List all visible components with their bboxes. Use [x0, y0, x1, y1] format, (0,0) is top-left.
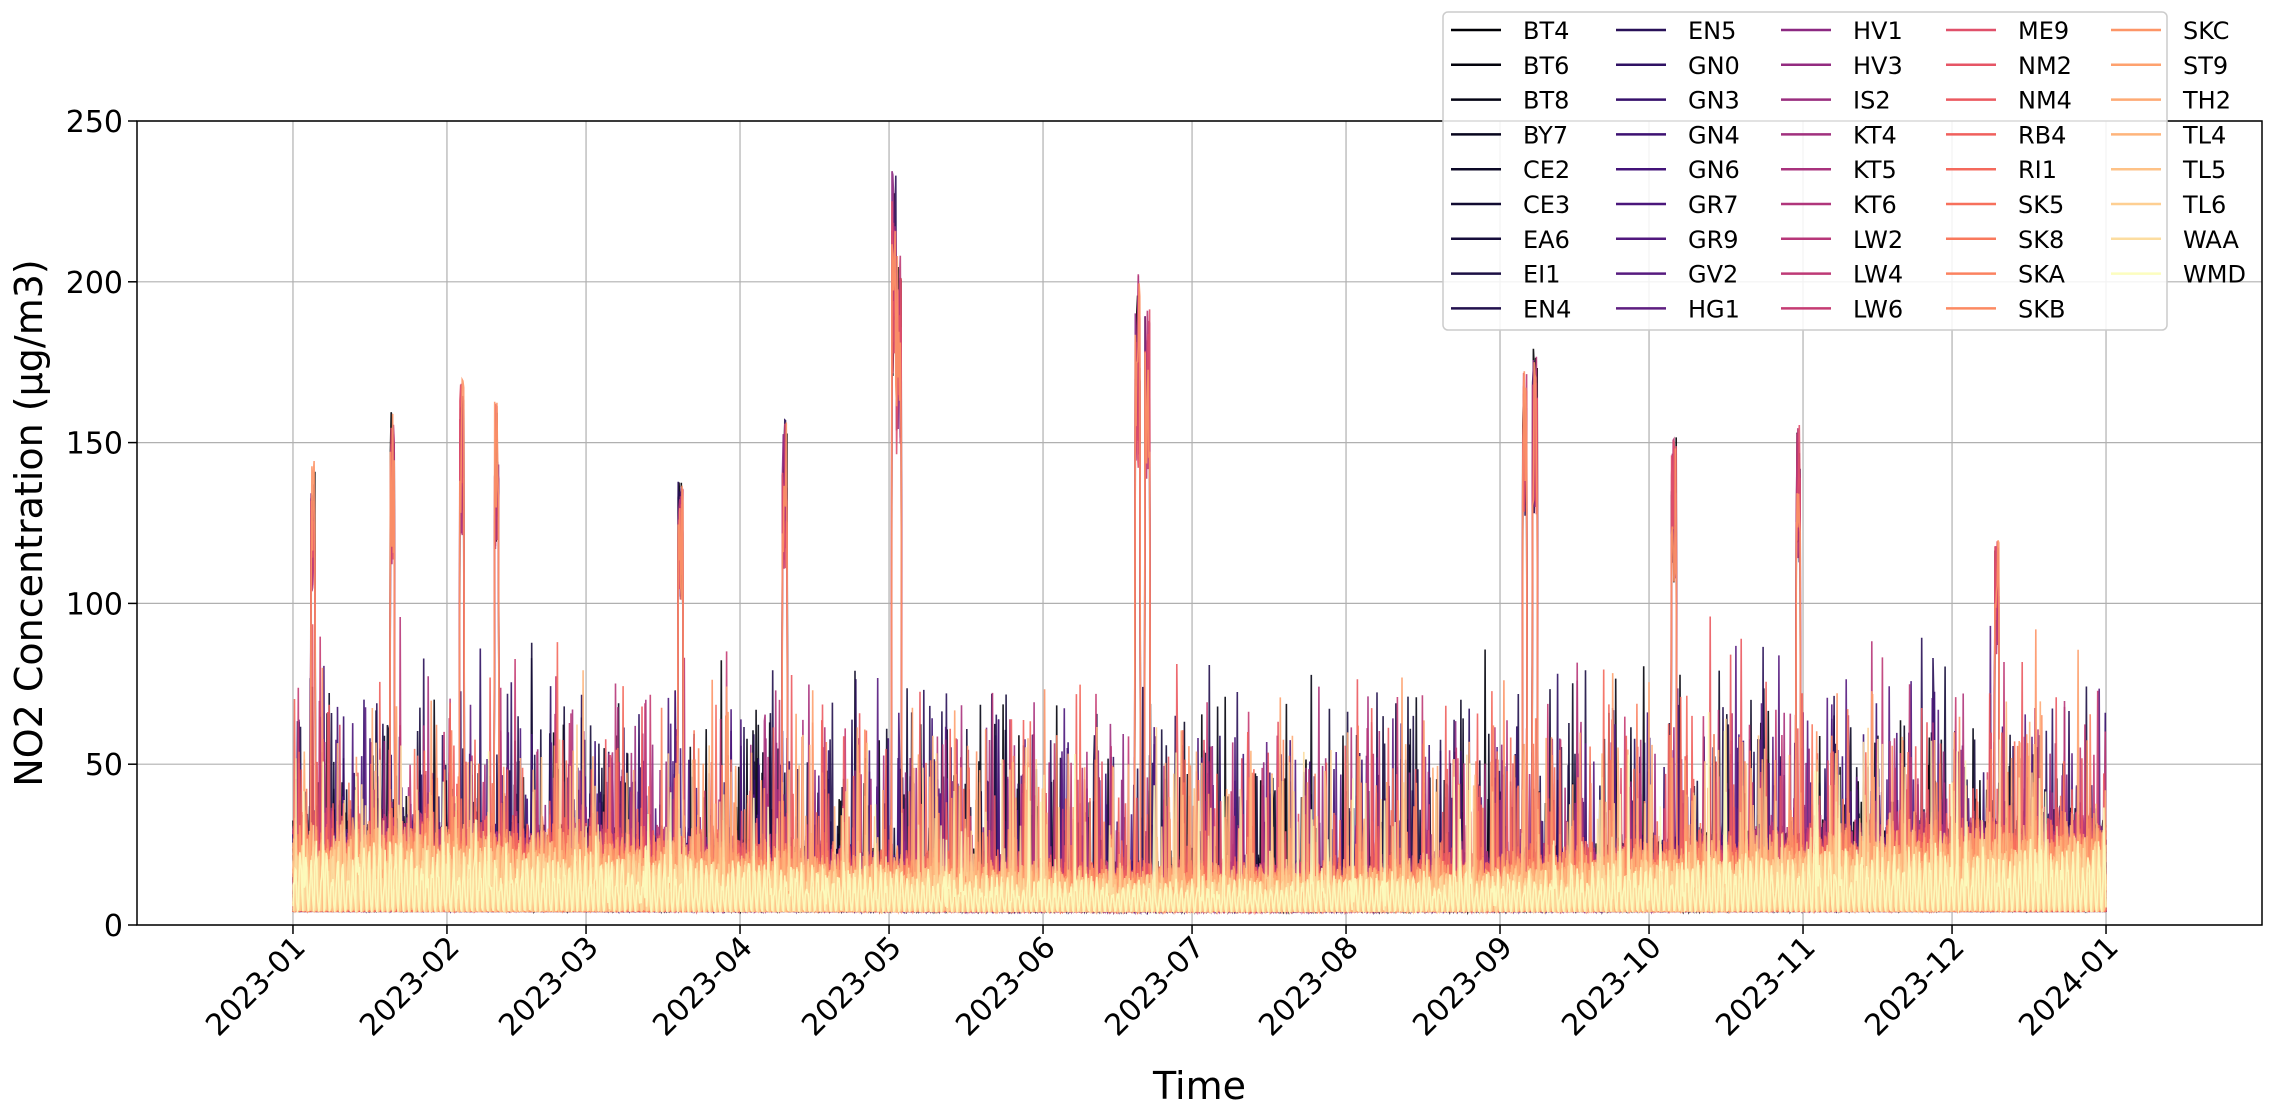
- x-tick-label: 2023-10: [1555, 930, 1668, 1043]
- y-tick-label: 100: [66, 587, 123, 622]
- legend-label-gr7: GR7: [1688, 191, 1739, 219]
- x-tick-label: 2023-01: [199, 930, 312, 1043]
- legend-label-bt8: BT8: [1523, 87, 1569, 115]
- legend-label-lw6: LW6: [1853, 295, 1903, 323]
- legend-label-ea6: EA6: [1523, 226, 1570, 254]
- legend-label-kt5: KT5: [1853, 156, 1897, 184]
- legend-label-ska: SKA: [2018, 261, 2066, 289]
- x-tick-label: 2023-03: [492, 930, 605, 1043]
- legend-label-hv1: HV1: [1853, 17, 1903, 45]
- legend: BT4 BT6 BT8 BY7 CE2 CE3 EA6 EI1 EN4 EN5 GN0 GN3 GN4 G…: [1442, 11, 2246, 331]
- legend-label-rb4: RB4: [2018, 121, 2066, 149]
- legend-label-sk5: SK5: [2018, 191, 2064, 219]
- legend-label-gn3: GN3: [1688, 87, 1740, 115]
- legend-label-ei1: EI1: [1523, 261, 1561, 289]
- y-axis: 0 50 100 150 200 250: [66, 105, 137, 944]
- x-tick-label: 2024-01: [2012, 930, 2125, 1043]
- legend-label-waa: WAA: [2183, 226, 2240, 254]
- legend-label-nm4: NM4: [2018, 87, 2072, 115]
- legend-label-kt6: KT6: [1853, 191, 1897, 219]
- x-tick-label: 2023-07: [1098, 930, 1211, 1043]
- legend-label-gv2: GV2: [1688, 261, 1738, 289]
- x-tick-label: 2023-04: [646, 930, 759, 1043]
- x-tick-label: 2023-09: [1406, 930, 1519, 1043]
- legend-label-tl4: TL4: [2182, 121, 2226, 149]
- legend-label-en4: EN4: [1523, 295, 1571, 323]
- x-axis: 2023-01 2023-02 2023-03 2023-04 2023-05 2023-…: [199, 925, 2126, 1043]
- legend-label-en5: EN5: [1688, 17, 1736, 45]
- legend-label-by7: BY7: [1523, 121, 1568, 149]
- x-tick-label: 2023-11: [1709, 930, 1822, 1043]
- legend-label-sk8: SK8: [2018, 226, 2064, 254]
- legend-label-skb: SKB: [2018, 295, 2065, 323]
- legend-label-lw4: LW4: [1853, 261, 1903, 289]
- x-tick-label: 2023-02: [353, 930, 466, 1043]
- legend-label-ce2: CE2: [1523, 156, 1570, 184]
- y-tick-label: 50: [85, 748, 123, 783]
- legend-label-ri1: RI1: [2018, 156, 2057, 184]
- legend-label-tl5: TL5: [2182, 156, 2226, 184]
- axes-frame: [136, 120, 2263, 926]
- legend-label-th2: TH2: [2182, 87, 2231, 115]
- legend-frame: [1442, 11, 2168, 331]
- legend-label-bt6: BT6: [1523, 52, 1569, 80]
- y-tick-label: 250: [66, 105, 123, 140]
- x-axis-label: Time: [1152, 1064, 1246, 1108]
- legend-label-wmd: WMD: [2183, 261, 2246, 289]
- legend-label-bt4: BT4: [1523, 17, 1569, 45]
- legend-label-tl6: TL6: [2182, 191, 2226, 219]
- legend-label-gr9: GR9: [1688, 226, 1739, 254]
- x-tick-label: 2023-06: [949, 930, 1062, 1043]
- series-line-wmd: [292, 712, 2107, 915]
- legend-label-skc: SKC: [2183, 17, 2229, 45]
- legend-label-lw2: LW2: [1853, 226, 1903, 254]
- legend-label-hv3: HV3: [1853, 52, 1903, 80]
- legend-label-gn0: GN0: [1688, 52, 1740, 80]
- legend-label-nm2: NM2: [2018, 52, 2072, 80]
- legend-label-hg1: HG1: [1688, 295, 1740, 323]
- x-tick-label: 2023-12: [1858, 930, 1971, 1043]
- y-tick-label: 200: [66, 266, 123, 301]
- legend-label-gn6: GN6: [1688, 156, 1740, 184]
- plot-area: [292, 171, 2107, 916]
- x-tick-label: 2023-08: [1252, 930, 1365, 1043]
- y-tick-label: 150: [66, 427, 123, 462]
- legend-label-is2: IS2: [1853, 87, 1891, 115]
- legend-label-gn4: GN4: [1688, 121, 1740, 149]
- x-tick-label: 2023-05: [795, 930, 908, 1043]
- legend-label-me9: ME9: [2018, 17, 2069, 45]
- legend-label-kt4: KT4: [1853, 121, 1897, 149]
- y-tick-label: 0: [104, 909, 123, 944]
- legend-label-st9: ST9: [2183, 52, 2228, 80]
- legend-label-ce3: CE3: [1523, 191, 1570, 219]
- y-axis-label: NO2 Concentration (µg/m3): [7, 259, 51, 786]
